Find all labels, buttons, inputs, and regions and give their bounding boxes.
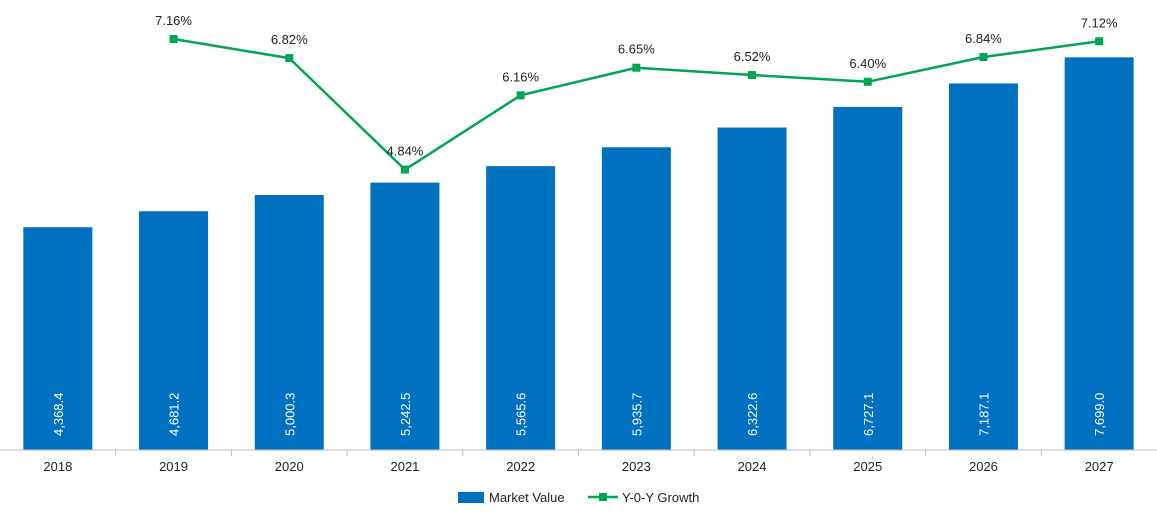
bar-value-label: 4,681.2 bbox=[167, 393, 182, 436]
x-tick-label: 2018 bbox=[43, 459, 72, 474]
bar-2024 bbox=[717, 127, 787, 451]
growth-value-label: 7.16% bbox=[155, 13, 192, 28]
legend-growth-label: Y-0-Y Growth bbox=[622, 490, 699, 505]
growth-value-label: 6.16% bbox=[502, 69, 539, 84]
growth-marker-2020 bbox=[285, 54, 294, 63]
growth-value-label: 6.52% bbox=[734, 49, 771, 64]
bar-2020 bbox=[254, 194, 324, 450]
bar-value-label: 7,699.0 bbox=[1092, 393, 1107, 436]
legend-market-value-label: Market Value bbox=[489, 490, 565, 505]
growth-marker-2025 bbox=[863, 77, 872, 86]
x-tick-label: 2026 bbox=[969, 459, 998, 474]
bar-2018 bbox=[23, 227, 93, 450]
x-tick-label: 2024 bbox=[738, 459, 767, 474]
x-tick-label: 2021 bbox=[390, 459, 419, 474]
growth-value-label: 4.84% bbox=[387, 144, 424, 159]
x-tick-label: 2020 bbox=[275, 459, 304, 474]
growth-value-label: 6.84% bbox=[965, 31, 1002, 46]
legend-market-value-swatch bbox=[458, 492, 484, 503]
growth-value-label: 6.82% bbox=[271, 32, 308, 47]
growth-marker-2027 bbox=[1095, 37, 1104, 46]
growth-marker-2026 bbox=[979, 53, 988, 62]
bar-2019 bbox=[139, 211, 209, 450]
growth-line-layer: 7.16% 6.82% 4.84% 6.16% 6.65% 6.52% 6.40% 6.84%… bbox=[155, 13, 1118, 174]
bar-2021 bbox=[370, 182, 440, 450]
x-tick-label: 2023 bbox=[622, 459, 651, 474]
bar-value-label: 6,727.1 bbox=[861, 393, 876, 436]
legend: Market Value Y-0-Y Growth bbox=[458, 490, 699, 505]
growth-value-label: 6.40% bbox=[849, 56, 886, 71]
x-tick-label: 2025 bbox=[853, 459, 882, 474]
x-tick-labels: 2018 2019 2020 2021 2022 2023 2024 2025 2026 2027 bbox=[43, 450, 1114, 474]
bar-value-label: 5,000.3 bbox=[282, 393, 297, 436]
bar-value-label: 6,322.6 bbox=[745, 393, 760, 436]
growth-marker-2022 bbox=[516, 91, 525, 100]
growth-marker-2019 bbox=[169, 35, 178, 43]
bar-2023 bbox=[601, 147, 671, 450]
bar-value-label: 5,935.7 bbox=[629, 393, 644, 436]
legend-growth-marker bbox=[599, 493, 607, 501]
bars-layer: 4,368.4 4,681.2 5,000.3 5,242.5 5,565.6 5,935… bbox=[23, 57, 1134, 451]
x-tick-label: 2022 bbox=[506, 459, 535, 474]
bar-2025 bbox=[833, 106, 903, 450]
bar-value-label: 7,187.1 bbox=[976, 393, 991, 436]
growth-marker-2024 bbox=[748, 71, 757, 80]
bar-2026 bbox=[948, 83, 1018, 451]
x-tick-label: 2019 bbox=[159, 459, 188, 474]
growth-value-label: 7.12% bbox=[1081, 15, 1118, 30]
bar-value-label: 5,565.6 bbox=[514, 393, 529, 436]
x-tick-label: 2027 bbox=[1085, 459, 1114, 474]
bar-value-label: 5,242.5 bbox=[398, 393, 413, 436]
growth-marker-2023 bbox=[632, 63, 641, 72]
growth-value-label: 6.65% bbox=[618, 42, 655, 57]
bar-2022 bbox=[486, 166, 556, 450]
bar-value-label: 4,368.4 bbox=[51, 393, 66, 436]
bar-2027 bbox=[1064, 57, 1134, 450]
growth-marker-2021 bbox=[400, 165, 409, 174]
